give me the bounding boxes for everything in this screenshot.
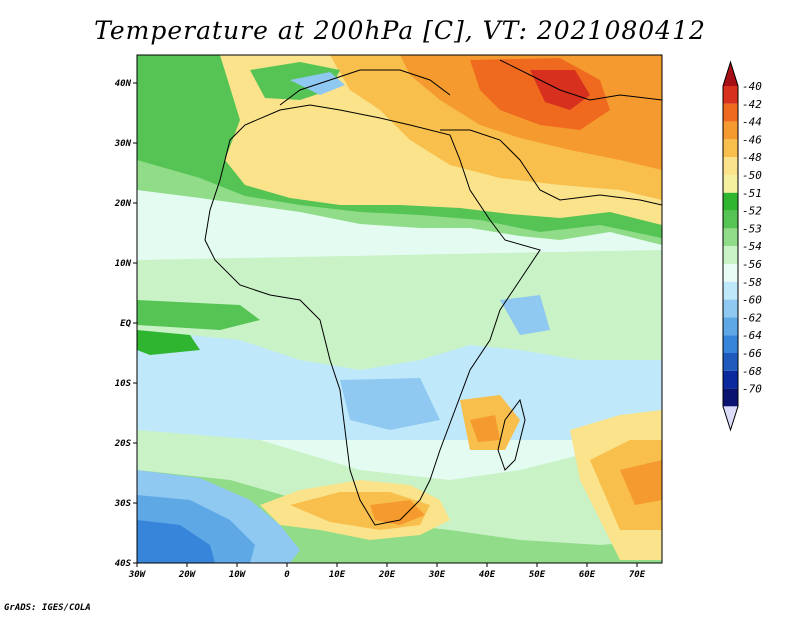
colorbar-swatch	[723, 246, 738, 264]
lon-label: 40E	[479, 570, 496, 580]
colorbar-bottom-arrow	[723, 406, 738, 430]
colorbar-swatch	[723, 175, 738, 193]
colorbar-label: -66	[742, 347, 762, 360]
lon-label: 0	[284, 570, 290, 580]
map-ticks	[133, 82, 638, 567]
coastlines	[204, 59, 662, 526]
colorbar-swatch	[723, 121, 738, 140]
lat-label: 30S	[114, 499, 132, 509]
lat-label: 40S	[115, 559, 132, 569]
lon-label: 10W	[229, 570, 247, 580]
lon-label: 60E	[579, 570, 596, 580]
map-frame	[136, 54, 663, 564]
lat-label: 30N	[114, 139, 132, 149]
colorbar-label: -50	[742, 169, 762, 182]
colorbar	[722, 60, 739, 432]
colorbar-label: -62	[742, 311, 762, 324]
colorbar-label: -58	[742, 276, 762, 289]
colorbar-label: -40	[742, 80, 762, 93]
colorbar-swatch	[723, 353, 738, 371]
lon-label: 10E	[329, 570, 346, 580]
colorbar-swatch	[723, 86, 738, 104]
credit-text: GrADS: IGES/COLA	[4, 603, 91, 613]
colorbar-label: -52	[742, 205, 762, 218]
lon-label: 20E	[378, 570, 396, 580]
lat-label: 10N	[115, 259, 132, 269]
colorbar-swatch	[723, 264, 738, 282]
colorbar-swatch	[723, 192, 738, 211]
temperature-field	[137, 55, 662, 563]
colorbar-label: -42	[742, 98, 762, 111]
lon-label: 50E	[529, 570, 546, 580]
colorbar-swatch	[723, 299, 738, 318]
lon-label: 20W	[178, 570, 197, 580]
colorbar-top-arrow	[723, 62, 738, 86]
colorbar-swatch	[723, 370, 738, 389]
colorbar-label: -44	[742, 116, 762, 129]
colorbar-label: -53	[742, 222, 762, 235]
colorbar-label: -60	[742, 294, 762, 307]
colorbar-swatch	[723, 228, 738, 247]
colorbar-label: -56	[742, 258, 762, 271]
lon-label: 30W	[128, 570, 147, 580]
lat-label: 40N	[115, 79, 132, 89]
colorbar-swatch	[723, 335, 738, 353]
colorbar-label: -46	[742, 133, 762, 146]
lat-label: 10S	[115, 379, 132, 389]
colorbar-label: -51	[742, 187, 762, 200]
colorbar-swatch	[723, 388, 738, 407]
colorbar-label: -68	[742, 365, 762, 378]
lat-label: 20S	[114, 439, 132, 449]
lat-label: EQ	[120, 319, 131, 329]
colorbar-swatch	[723, 210, 738, 229]
colorbar-swatch	[723, 139, 738, 158]
colorbar-label: -64	[742, 329, 762, 342]
chart-title: Temperature at 200hPa [C], VT: 202108041…	[94, 16, 706, 45]
colorbar-label: -70	[742, 383, 762, 396]
lon-label: 70E	[629, 570, 646, 580]
colorbar-swatch	[723, 103, 738, 122]
colorbar-swatch	[723, 317, 738, 336]
lat-label: 20N	[114, 199, 132, 209]
lon-label: 30E	[428, 570, 446, 580]
colorbar-swatch	[723, 157, 738, 175]
colorbar-label: -48	[742, 151, 762, 164]
colorbar-swatch	[723, 281, 738, 300]
colorbar-label: -54	[742, 240, 762, 253]
